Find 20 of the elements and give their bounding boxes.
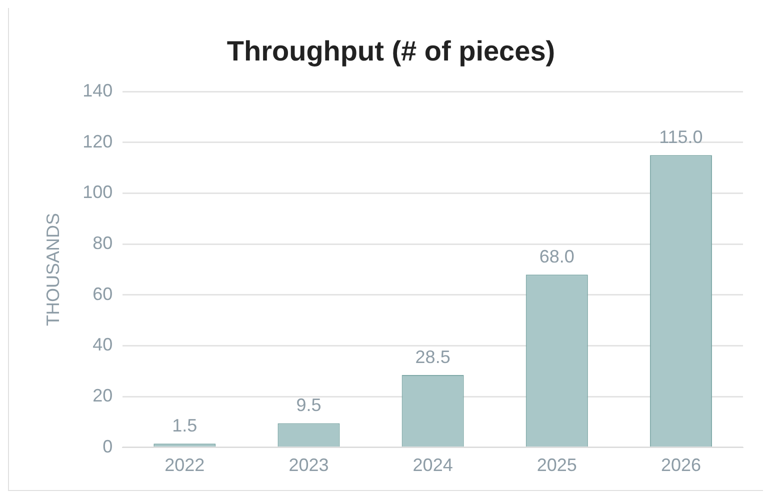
data-label: 1.5	[172, 416, 198, 436]
x-tick-label: 2022	[164, 455, 205, 476]
x-tick-label: 2025	[536, 455, 577, 476]
data-label: 9.5	[296, 395, 322, 416]
data-label: 68.0	[539, 246, 574, 267]
y-tick-label: 20	[92, 386, 113, 406]
y-tick-label: 140	[82, 80, 113, 101]
chart-title: Throughput (# of pieces)	[226, 36, 556, 67]
x-tick-label: 2023	[288, 455, 329, 476]
y-tick-label: 0	[102, 436, 113, 456]
y-tick-label: 120	[82, 131, 113, 152]
data-label: 28.5	[415, 346, 450, 367]
y-tick-label: 40	[92, 334, 113, 355]
x-tick-label: 2024	[412, 455, 453, 476]
y-tick-label: 60	[92, 284, 113, 304]
x-tick-label: 2026	[660, 455, 701, 476]
y-axis-title: THOUSANDS	[42, 212, 63, 326]
data-label: 115.0	[659, 127, 703, 148]
y-tick-label: 100	[82, 182, 113, 202]
y-tick-label: 80	[92, 233, 113, 254]
